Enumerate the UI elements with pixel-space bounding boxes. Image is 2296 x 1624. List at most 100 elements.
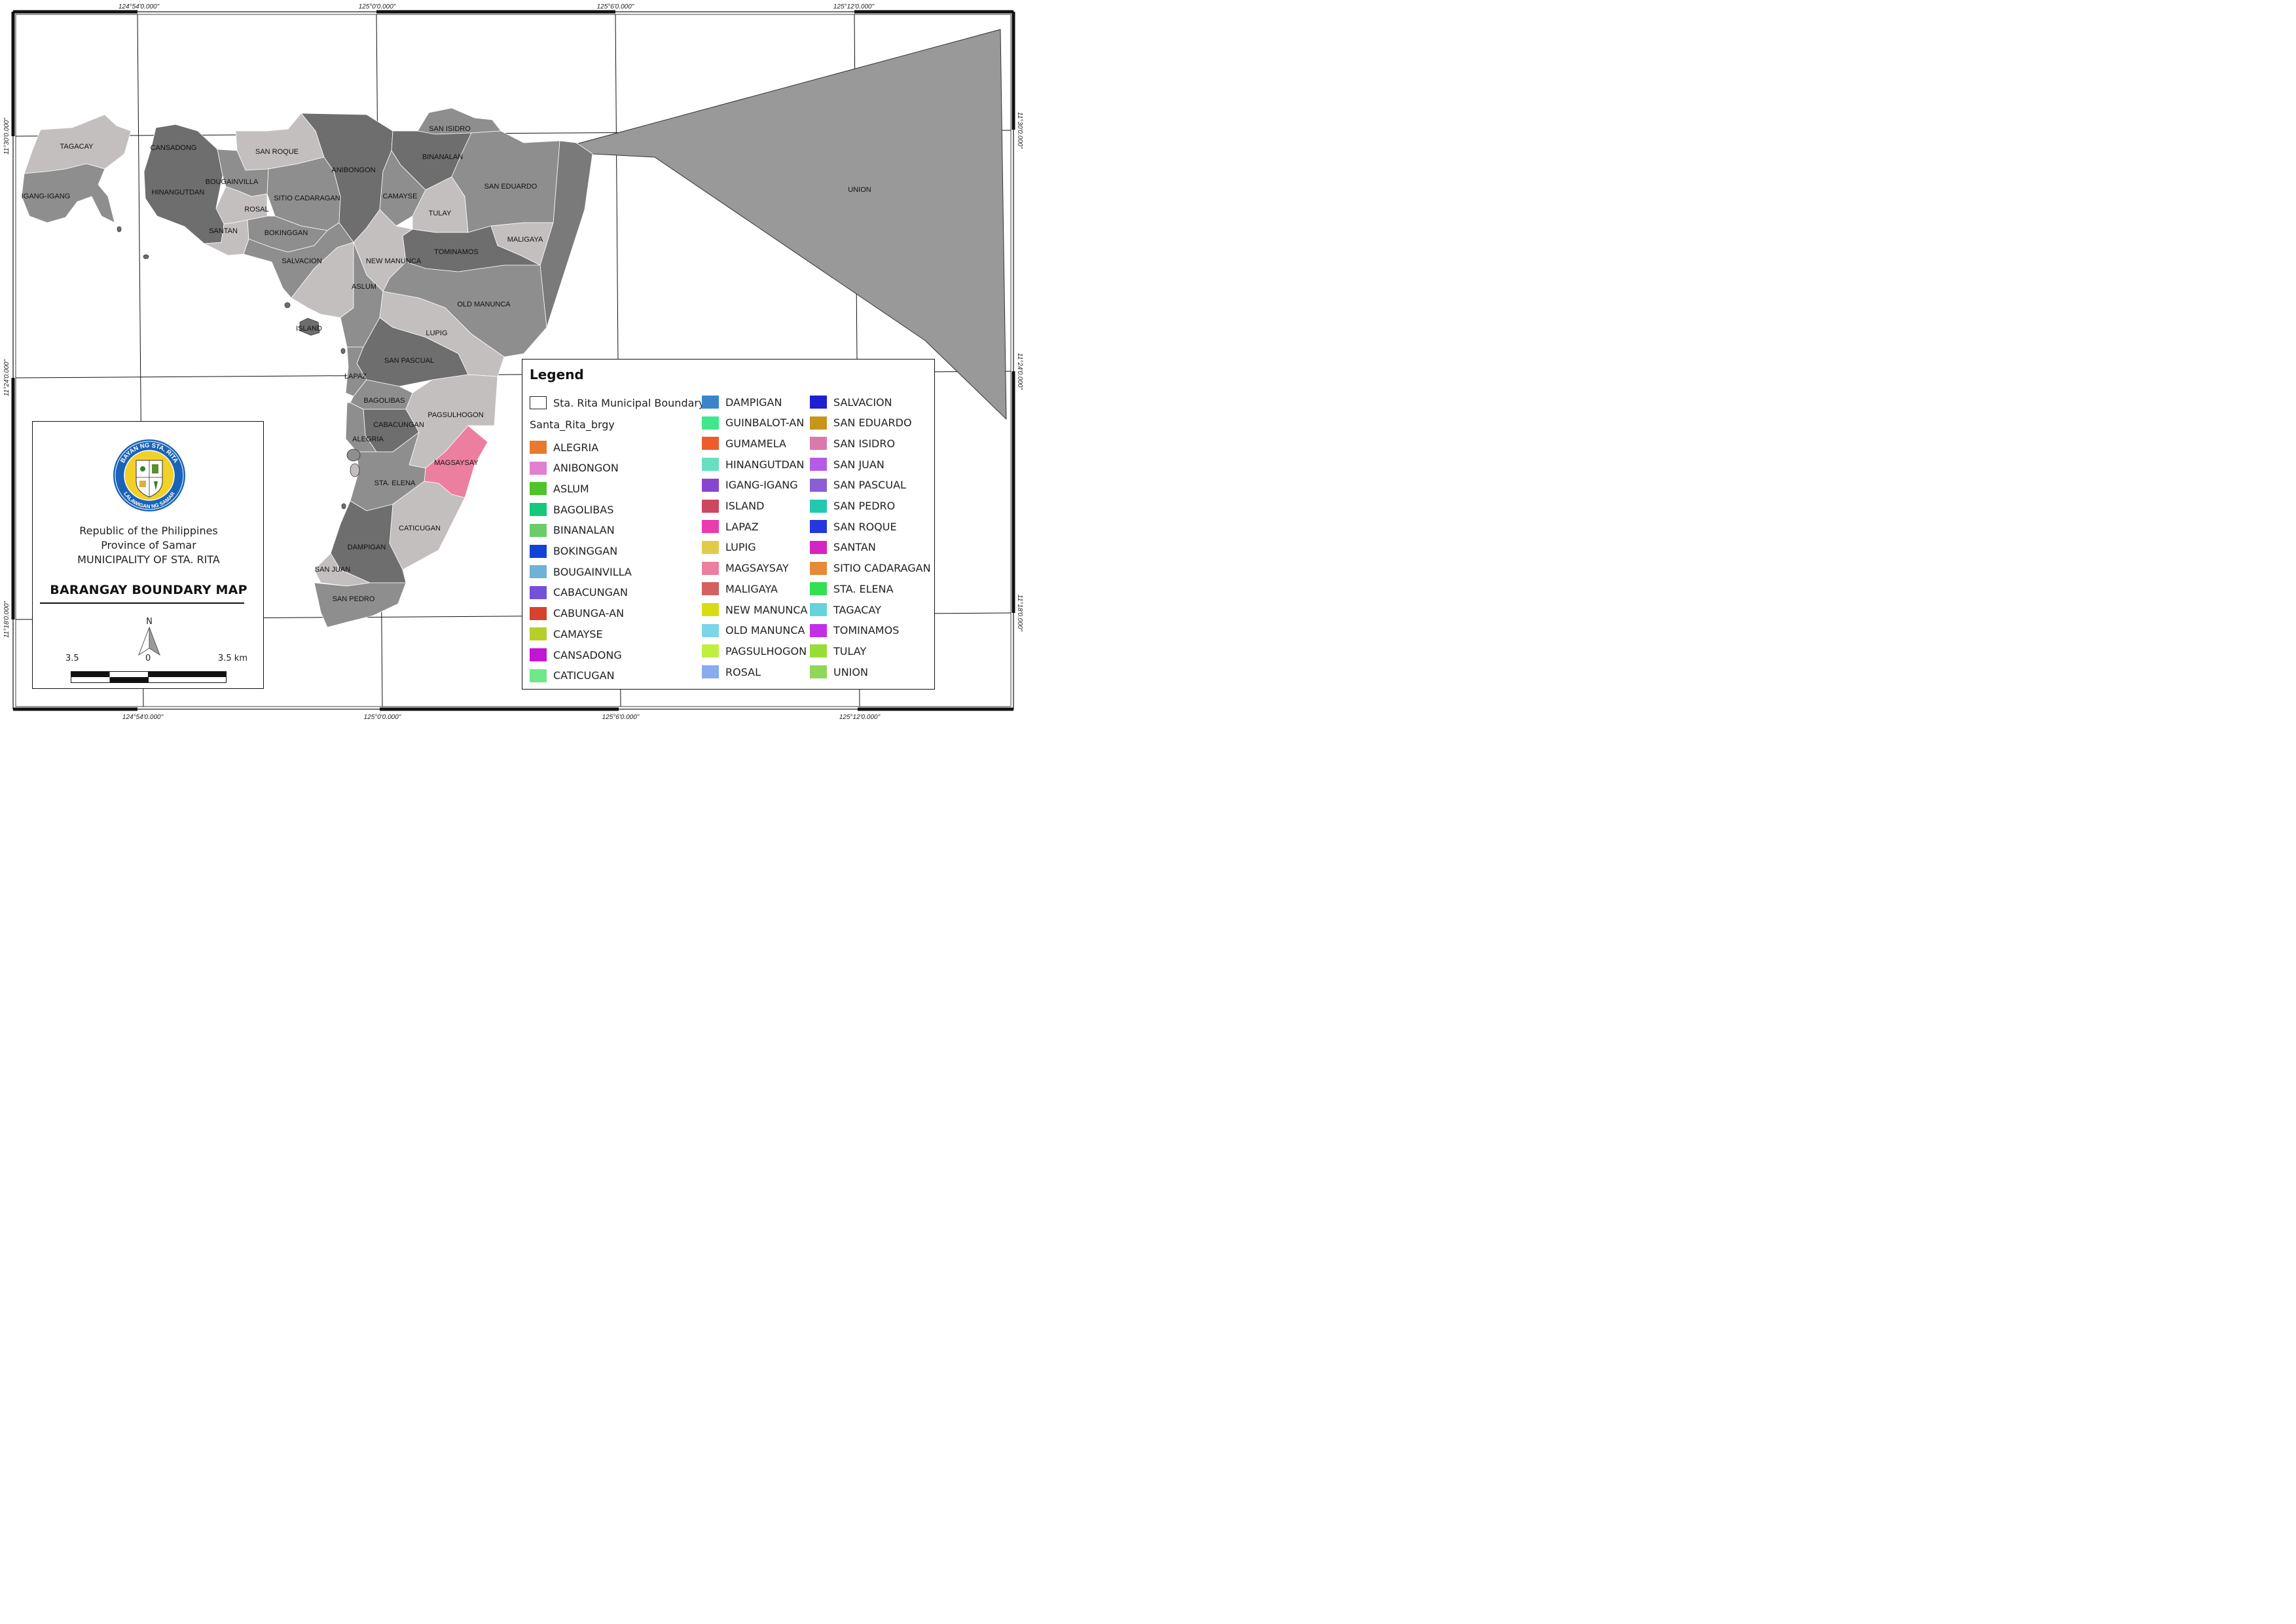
label-alegria: ALEGRIA [352,435,384,443]
legend-item: MALIGAYA [702,581,778,596]
legend-item-label: ROSAL [725,665,761,678]
legend-item: ISLAND [702,499,764,513]
legend-layer-name: Santa_Rita_brgy [530,418,615,431]
legend-swatch [810,665,827,679]
coord-right-1: 11°30'0.000" [1016,112,1023,149]
polygon-igang-igang[interactable] [21,163,115,223]
boundary-swatch [530,396,547,409]
legend-item: TAGACAY [810,602,881,617]
legend-swatch [702,396,719,409]
title-panel: BAYAN NG STA. RITA LALAWIGAN NG SAMAR Re… [32,421,264,689]
polygon-camayse[interactable] [379,150,426,227]
polygon-san-pedro[interactable] [314,582,407,628]
legend-swatch [530,461,547,475]
polygon-alegria[interactable] [345,402,377,452]
scale-bar [71,671,227,683]
label-cansadong: CANSADONG [151,144,197,152]
label-hinangutdan: HINANGUTDAN [152,189,205,196]
polygon-san-eduardo[interactable] [451,130,560,233]
legend-item: BAGOLIBAS [530,502,613,517]
legend-swatch [810,416,827,430]
legend-swatch [530,482,547,496]
legend-item: SITIO CADARAGAN [810,561,931,576]
legend-swatch [810,623,827,637]
legend-swatch [810,437,827,451]
legend-item-label: GUMAMELA [725,437,786,450]
label-caticugan: CATICUGAN [399,525,441,532]
label-anibongon: ANIBONGON [331,166,375,174]
polygon-sta-elena[interactable] [350,432,426,511]
label-salvacion: SALVACION [282,257,321,265]
legend-item: DAMPIGAN [702,395,782,409]
islet [117,226,122,232]
legend-item: SAN PASCUAL [810,478,906,492]
coord-left-2: 11°24'0.000" [3,360,10,396]
legend-item-label: STA. ELENA [833,582,894,595]
barangay-labels: TAGACAY CANSADONG SAN ROQUE SAN ISIDRO B… [22,125,871,603]
legend-swatch [810,644,827,658]
coord-top-3: 125°6'0.000" [597,3,634,10]
legend-swatch [530,606,547,620]
label-rosal: ROSAL [244,206,268,213]
legend-item: GUINBALOT-AN [702,416,804,430]
legend-item-label: IGANG-IGANG [725,479,798,492]
label-magsaysay: MAGSAYSAY [434,459,479,467]
coord-top-1: 124°54'0.000" [118,3,160,10]
seal-lettering: BAYAN NG STA. RITA LALAWIGAN NG SAMAR [119,442,179,509]
legend-item: CABACUNGAN [530,585,628,600]
map-title: BARANGAY BOUNDARY MAP [50,583,247,597]
legend-item: SAN ROQUE [810,519,897,534]
polygon-salvacion[interactable] [243,222,354,299]
islet [340,348,346,354]
label-lupig: LUPIG [426,329,447,337]
legend-item: MAGSAYSAY [702,561,789,576]
label-santan: SANTAN [209,227,238,235]
legend-item-label: SAN ISIDRO [833,437,896,450]
legend-swatch [702,665,719,679]
legend-item-label: MALIGAYA [725,582,778,595]
legend-boundary-label: Sta. Rita Municipal Boundary [553,396,705,409]
legend-item-label: NEW MANUNCA [725,603,808,616]
legend-item-label: BAGOLIBAS [553,503,614,516]
legend-swatch [702,603,719,616]
legend-item: PAGSULHOGON [702,644,807,658]
legend-swatch [702,437,719,451]
legend-item-label: UNION [833,665,868,678]
legend-item: STA. ELENA [810,581,894,596]
label-tagacay: TAGACAY [60,143,94,151]
islet [143,254,149,259]
legend-item-label: SAN PEDRO [833,500,896,512]
legend-item: BOKINGGAN [530,544,617,559]
legend-item: SANTAN [810,540,876,555]
scale-label-zero: 0 [145,654,151,663]
legend-item: NEW MANUNCA [702,602,808,617]
coord-bottom-4: 125°12'0.000" [839,714,881,721]
legend-item: LUPIG [702,540,756,555]
coord-right-2: 11°24'0.000" [1016,353,1023,390]
legend-item-label: CABACUNGAN [553,586,628,599]
legend-item-label: SITIO CADARAGAN [833,562,931,575]
label-aslum: ASLUM [352,283,376,291]
label-bagolibas: BAGOLIBAS [364,397,405,405]
legend-item: IGANG-IGANG [702,478,798,492]
legend-swatch [530,648,547,661]
label-san-eduardo: SAN EDUARDO [484,183,538,191]
legend-item-label: ALEGRIA [553,441,599,454]
coord-bottom-2: 125°0'0.000" [364,714,401,721]
legend-item-label: PAGSULHOGON [725,644,807,657]
legend-item: ROSAL [702,665,761,679]
label-island: ISLAND [296,325,322,333]
coord-bottom-3: 125°6'0.000" [602,714,640,721]
legend-item-label: ISLAND [725,500,765,512]
legend-item-label: CANSADONG [553,648,622,661]
legend-swatch [702,561,719,575]
islet [284,302,291,308]
label-maligaya: MALIGAYA [507,236,543,244]
polygon-island[interactable] [299,318,320,336]
title-underline [40,602,244,604]
coord-right-3: 11°18'0.000" [1016,595,1023,631]
label-camayse: CAMAYSE [383,193,418,200]
legend-item-label: ANIBONGON [553,462,619,475]
legend-swatch [810,520,827,534]
legend-item-label: CAMAYSE [553,627,603,640]
